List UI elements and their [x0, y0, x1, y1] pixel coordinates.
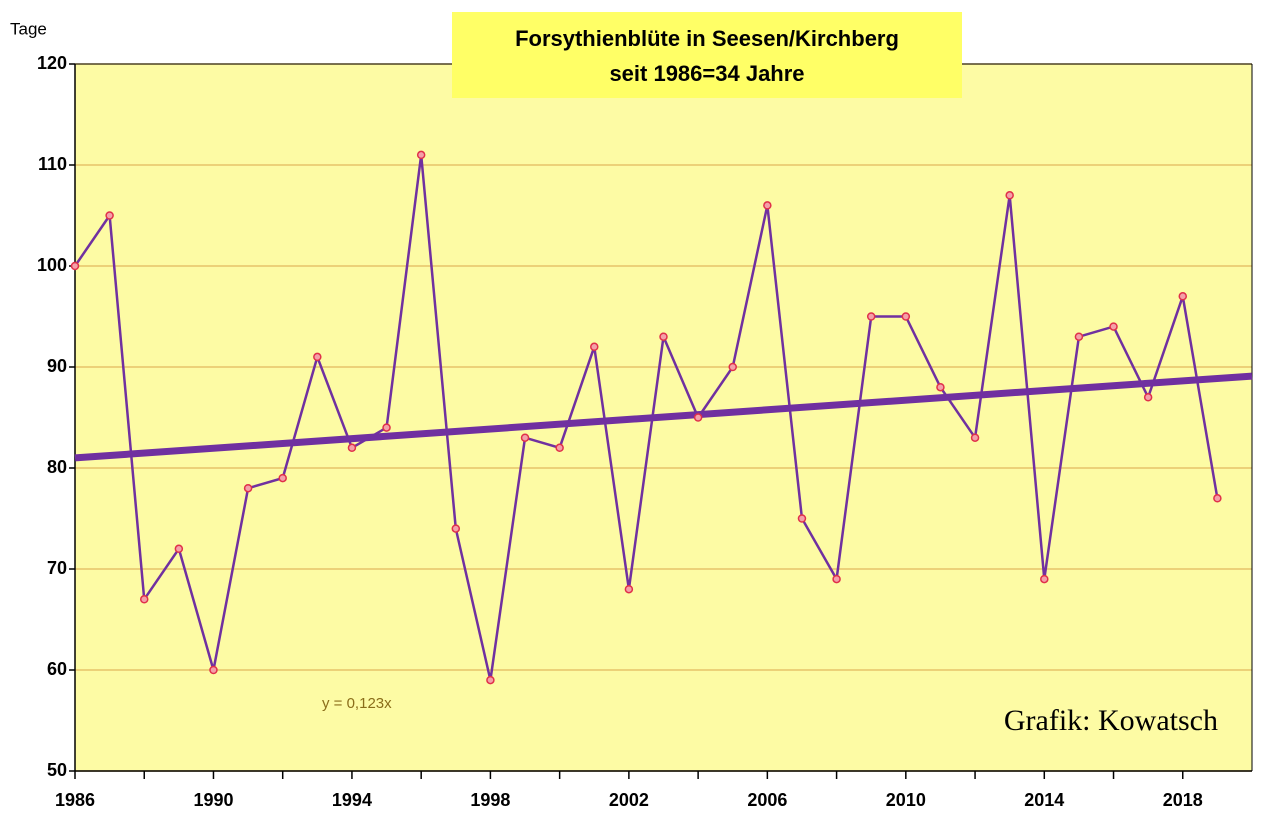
- credit: Grafik: Kowatsch: [1004, 704, 1218, 737]
- data-point: [970, 433, 980, 442]
- data-point: [624, 584, 634, 594]
- data-point: [693, 413, 703, 422]
- x-tick-label: 2002: [609, 790, 649, 810]
- y-tick-label: 70: [47, 558, 67, 578]
- data-point: [243, 483, 253, 493]
- data-point: [382, 423, 391, 432]
- data-point: [797, 514, 807, 523]
- data-point: [347, 443, 357, 453]
- y-tick-label: 90: [47, 356, 67, 376]
- x-tick-label: 2014: [1024, 790, 1064, 810]
- data-line: [73, 154, 1219, 681]
- data-point: [1005, 191, 1014, 200]
- y-tick-label: 80: [47, 457, 67, 477]
- data-point: [209, 665, 218, 675]
- data-point: [1178, 292, 1188, 301]
- data-point: [866, 312, 876, 321]
- x-tick-label: 2018: [1163, 790, 1203, 810]
- x-tick-label: 1998: [470, 790, 510, 810]
- data-point: [1143, 393, 1153, 402]
- data-point: [590, 342, 599, 352]
- data-point: [936, 382, 945, 392]
- data-point: [1213, 494, 1222, 503]
- y-tick-label: 120: [37, 53, 67, 73]
- x-tick-label: 1990: [193, 790, 233, 810]
- data-point: [139, 595, 149, 604]
- data-point: [486, 675, 495, 685]
- data-point: [555, 443, 564, 453]
- data-point: [70, 261, 80, 271]
- y-axis-label: Tage: [10, 19, 47, 38]
- x-tick-label: 1986: [55, 790, 95, 810]
- y-tick-label: 60: [47, 659, 67, 679]
- equation: y = 0,123x: [322, 695, 392, 712]
- data-point: [520, 433, 530, 442]
- y-tick-label: 110: [38, 154, 67, 174]
- title-box: [452, 12, 962, 98]
- x-tick-label: 2010: [886, 790, 926, 810]
- data-point: [105, 211, 114, 220]
- data-point: [728, 362, 737, 372]
- data-point: [416, 150, 426, 160]
- data-point: [901, 312, 911, 321]
- chart-title: Forsythienblüte in Seesen/Kirchberg: [515, 26, 899, 51]
- data-point: [278, 473, 287, 483]
- data-point: [174, 544, 184, 554]
- chart-subtitle: seit 1986=34 Jahre: [609, 61, 804, 86]
- data-point: [763, 201, 772, 210]
- trend-line: [74, 372, 1253, 462]
- x-tick-label: 2006: [747, 790, 787, 810]
- data-point: [1109, 322, 1118, 331]
- data-point: [313, 352, 322, 362]
- y-tick-label: 50: [47, 760, 67, 780]
- x-tick-label: 1994: [332, 790, 372, 810]
- data-point: [659, 332, 668, 341]
- data-point: [1074, 332, 1084, 341]
- y-tick-label: 100: [37, 255, 67, 275]
- data-point: [1040, 574, 1049, 584]
- data-point: [451, 524, 461, 533]
- data-point: [832, 574, 841, 584]
